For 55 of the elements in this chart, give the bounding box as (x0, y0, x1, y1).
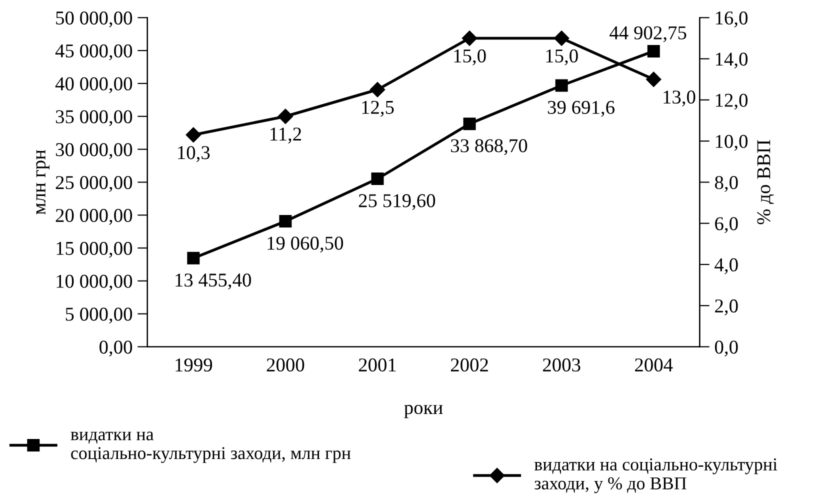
x-tick-label: 2000 (266, 358, 304, 372)
y2-axis-title: % до ВВП (757, 140, 774, 224)
data-label: 25 519,60 (358, 194, 436, 210)
x-tick-label: 2003 (543, 358, 580, 372)
y-tick-label: 50 000,00 (56, 11, 132, 28)
data-label: 39 691,6 (548, 100, 614, 117)
data-label: 15,0 (454, 49, 486, 66)
y-tick-label: 25 000,00 (56, 176, 132, 192)
y-tick-label: 5 000,00 (66, 308, 132, 324)
point (463, 118, 476, 130)
y2-tick-label: 2,0 (715, 299, 738, 316)
y2-tick-label: 0,0 (714, 340, 738, 356)
x-tick-label: 2001 (358, 358, 396, 372)
y-tick-label: 40 000,00 (55, 77, 132, 94)
point (187, 252, 200, 264)
data-label: 10,3 (178, 146, 210, 162)
y-tick-label: 15 000,00 (56, 242, 132, 258)
y-axis-title: млн грн (36, 150, 50, 214)
point (371, 172, 384, 186)
point (555, 79, 568, 92)
y-tick-label: 20 000,00 (56, 208, 132, 225)
data-label: 44 902,75 (610, 26, 686, 42)
data-label: 15,0 (546, 49, 578, 66)
x-tick-label: 2004 (635, 358, 673, 372)
point (279, 215, 292, 228)
y-tick-label: 30 000,00 (56, 143, 132, 160)
y2-tick-label: 10,0 (716, 134, 748, 151)
data-label: 19 060,50 (268, 236, 344, 253)
y2-tick-label: 12,0 (716, 94, 748, 110)
y-tick-label: 45 000,00 (55, 44, 132, 60)
point (554, 30, 570, 46)
data-label: 11,2 (270, 128, 302, 144)
point (646, 72, 662, 87)
y-tick-label: 35 000,00 (56, 110, 132, 126)
y-tick-label: 0,00 (100, 340, 132, 356)
data-label: 33 868,70 (451, 139, 528, 156)
point (462, 30, 478, 46)
point (278, 108, 294, 124)
y2-tick-label: 6,0 (715, 217, 738, 234)
x-axis-title: роки (404, 404, 443, 418)
data-label: 12,5 (362, 100, 394, 117)
legend-label: видатки на соціально-культурні заходи, млн грн (70, 432, 351, 463)
data-label: 13,0 (664, 90, 696, 106)
y2-tick-label: 4,0 (714, 258, 738, 274)
data-label: 13 455,40 (176, 274, 251, 290)
y2-tick-label: 8,0 (714, 176, 738, 192)
x-tick-label: 2002 (450, 358, 488, 372)
x-tick-label: 1999 (176, 358, 212, 372)
legend-label: видатки на соціально-культурні заходи, у % до ВВП (534, 458, 778, 494)
y2-tick-label: 16,0 (716, 11, 748, 28)
y2-tick-label: 14,0 (716, 52, 748, 69)
point (647, 44, 660, 58)
y-tick-label: 10 000,00 (56, 274, 132, 291)
point (186, 127, 201, 142)
point (370, 82, 386, 98)
